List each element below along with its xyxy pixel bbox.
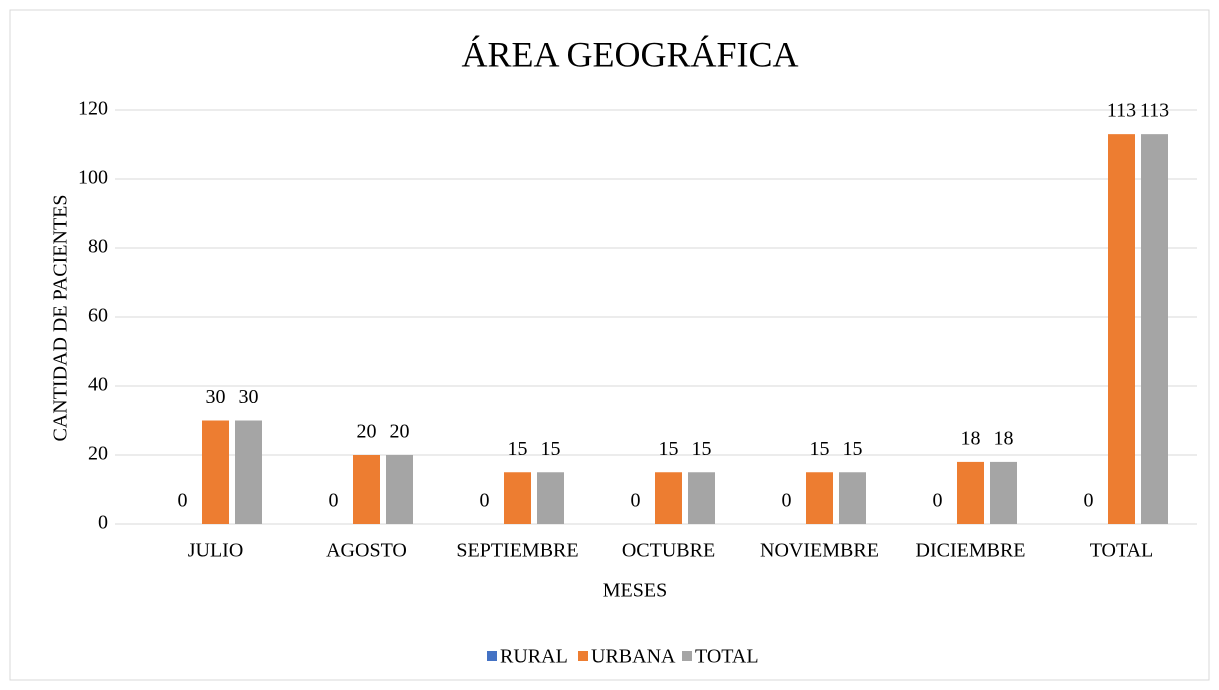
y-tick-label: 20 <box>88 443 108 465</box>
data-label: 30 <box>206 386 226 408</box>
x-tick-label: AGOSTO <box>326 540 407 562</box>
y-tick-label: 120 <box>78 98 108 120</box>
chart-frame <box>9 9 1210 681</box>
data-label: 113 <box>1107 100 1136 122</box>
data-label: 0 <box>480 490 490 512</box>
bar <box>235 420 262 524</box>
y-axis-label: CANTIDAD DE PACIENTES <box>50 194 72 441</box>
bar <box>1141 134 1168 524</box>
legend-swatch <box>578 651 588 661</box>
data-label: 15 <box>843 438 863 460</box>
bar <box>1108 134 1135 524</box>
data-label: 15 <box>541 438 561 460</box>
data-label: 0 <box>631 490 641 512</box>
y-tick-label: 40 <box>88 374 108 396</box>
y-tick-label: 80 <box>88 236 108 258</box>
data-label: 0 <box>178 490 188 512</box>
bar <box>688 472 715 524</box>
legend-label: URBANA <box>591 646 676 668</box>
bar <box>839 472 866 524</box>
x-axis-label: MESES <box>603 580 667 602</box>
data-label: 15 <box>659 438 679 460</box>
data-label: 113 <box>1140 100 1169 122</box>
x-tick-label: TOTAL <box>1090 540 1154 562</box>
bar <box>655 472 682 524</box>
legend-label: RURAL <box>500 646 568 668</box>
data-label: 0 <box>1084 490 1094 512</box>
bar <box>806 472 833 524</box>
y-tick-label: 60 <box>88 305 108 327</box>
chart-title: ÁREA GEOGRÁFICA <box>461 34 798 74</box>
legend-label: TOTAL <box>695 646 759 668</box>
y-tick-label: 0 <box>98 512 108 534</box>
data-label: 15 <box>508 438 528 460</box>
data-label: 20 <box>357 421 377 443</box>
x-tick-label: JULIO <box>188 540 244 562</box>
data-label: 30 <box>239 386 259 408</box>
data-label: 0 <box>933 490 943 512</box>
bar <box>202 420 229 524</box>
x-tick-label: DICIEMBRE <box>916 540 1026 562</box>
x-tick-label: OCTUBRE <box>622 540 715 562</box>
y-tick-label: 100 <box>78 167 108 189</box>
x-tick-label: SEPTIEMBRE <box>456 540 578 562</box>
data-label: 15 <box>810 438 830 460</box>
bar <box>990 461 1017 524</box>
bar <box>353 455 380 524</box>
x-tick-label: NOVIEMBRE <box>760 540 879 562</box>
bar <box>386 455 413 524</box>
bar <box>537 472 564 524</box>
data-label: 18 <box>961 427 981 449</box>
legend-swatch <box>682 651 692 661</box>
bar <box>957 461 984 524</box>
legend-swatch <box>487 651 497 661</box>
data-label: 18 <box>994 427 1014 449</box>
data-label: 20 <box>390 421 410 443</box>
data-label: 0 <box>782 490 792 512</box>
data-label: 15 <box>692 438 712 460</box>
data-label: 0 <box>329 490 339 512</box>
bar <box>504 472 531 524</box>
